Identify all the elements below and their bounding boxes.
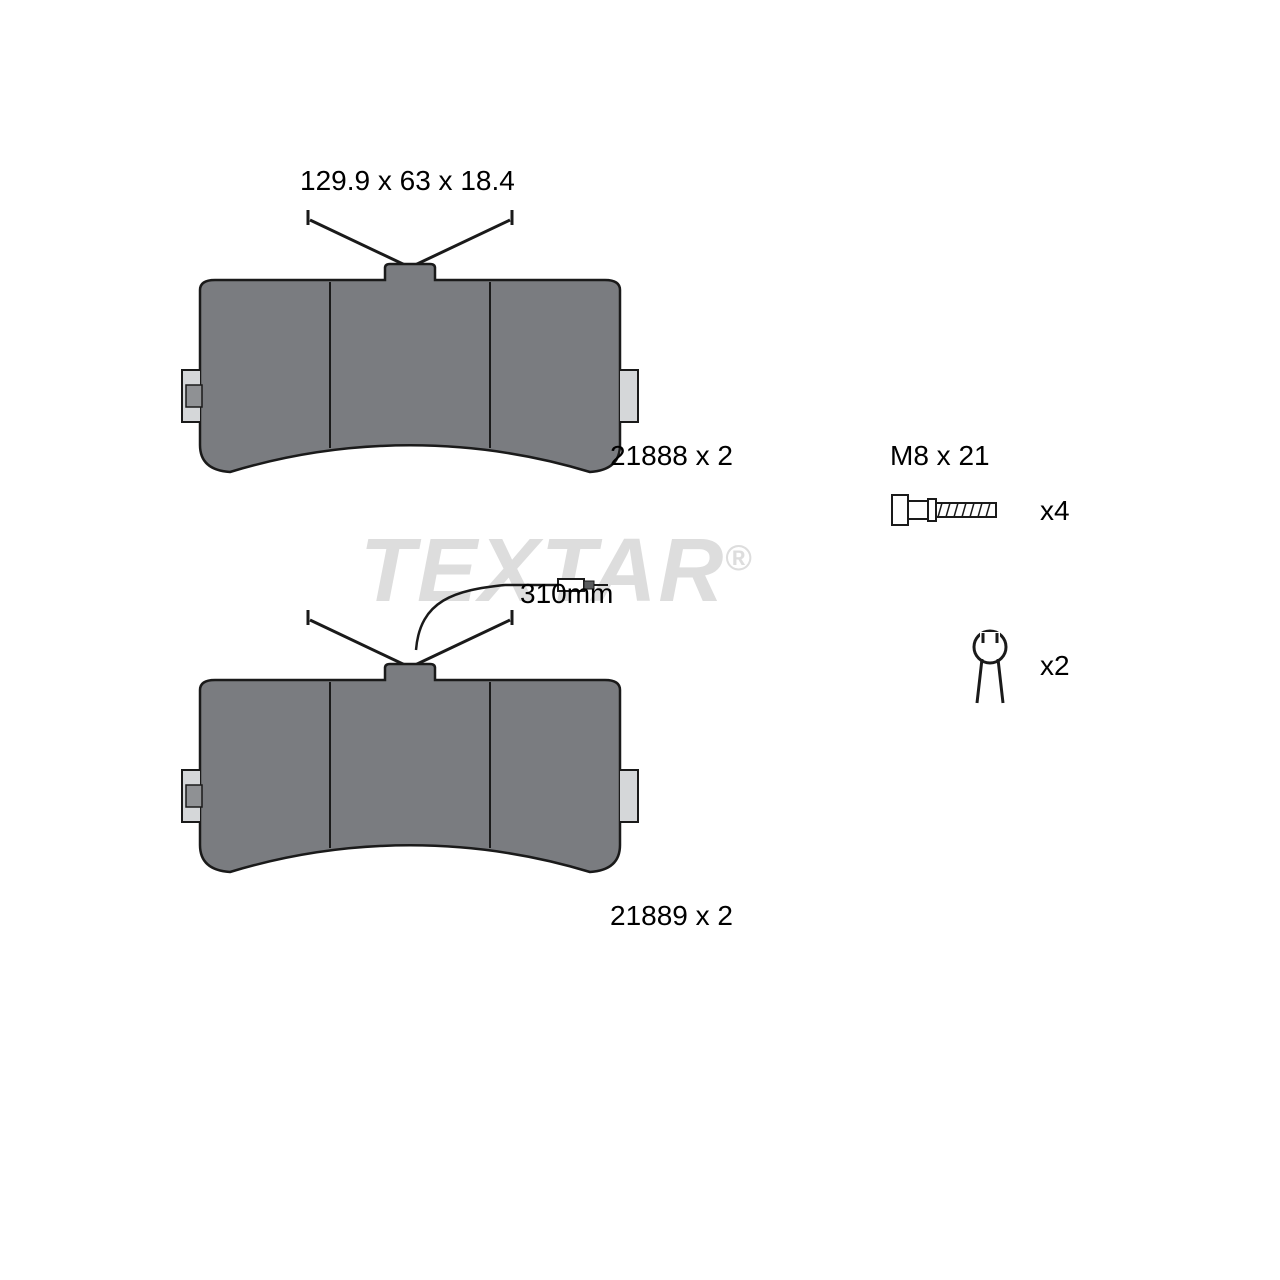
dimensions-label: 129.9 x 63 x 18.4: [300, 165, 515, 197]
clip-qty-label: x2: [1040, 650, 1070, 682]
watermark-reg: ®: [725, 537, 754, 578]
bolt-qty-label: x4: [1040, 495, 1070, 527]
wire-length-label: 310mm: [520, 578, 613, 610]
pad-top-part-label: 21888 x 2: [610, 440, 733, 472]
brake-pad-bottom: [160, 560, 660, 900]
pad-bottom-part-label: 21889 x 2: [610, 900, 733, 932]
diagram-stage: TEXTAR®: [100, 100, 1180, 1180]
clip-icon: [955, 625, 1025, 715]
bolt-spec-label: M8 x 21: [890, 440, 990, 472]
brake-pad-top: [160, 190, 660, 500]
bolt-icon: [890, 485, 1030, 535]
